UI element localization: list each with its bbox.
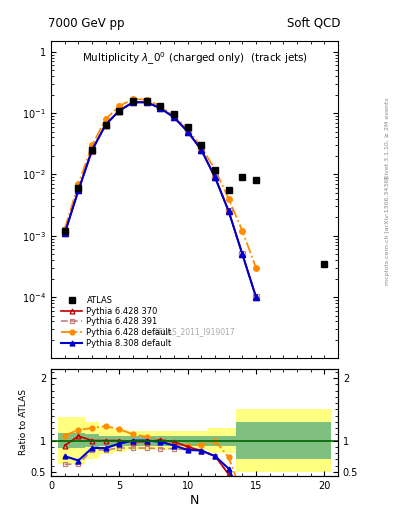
ATLAS [76,185,81,191]
Pythia 6.428 default [185,126,190,132]
Text: Multiplicity $\lambda\_0^0$ (charged only)  (track jets): Multiplicity $\lambda\_0^0$ (charged onl… [81,51,308,67]
Pythia 6.428 370 [213,174,217,180]
Pythia 6.428 370 [240,251,245,257]
Pythia 6.428 370 [172,114,176,120]
Pythia 6.428 391 [240,251,245,257]
Pythia 6.428 391 [117,108,122,114]
Legend: ATLAS, Pythia 6.428 370, Pythia 6.428 391, Pythia 6.428 default, Pythia 8.308 de: ATLAS, Pythia 6.428 370, Pythia 6.428 39… [58,293,175,351]
Line: Pythia 6.428 default: Pythia 6.428 default [62,96,259,270]
Pythia 6.428 default [213,166,217,173]
Y-axis label: Ratio to ATLAS: Ratio to ATLAS [19,390,28,455]
Pythia 6.428 default [172,113,176,119]
Pythia 8.308 default [131,99,136,105]
Pythia 8.308 default [103,121,108,127]
Line: ATLAS: ATLAS [62,98,327,267]
Pythia 6.428 391 [199,147,204,153]
Pythia 8.308 default [240,251,245,257]
Pythia 6.428 default [62,226,67,232]
ATLAS [226,187,231,194]
Pythia 8.308 default [185,129,190,135]
Pythia 6.428 391 [172,114,176,120]
ATLAS [199,142,204,148]
ATLAS [253,177,258,183]
Pythia 8.308 default [213,174,217,180]
Pythia 6.428 391 [213,174,217,180]
Pythia 6.428 default [90,142,94,148]
Pythia 6.428 370 [158,105,163,111]
Pythia 8.308 default [117,108,122,114]
Pythia 6.428 default [199,144,204,150]
Pythia 6.428 391 [76,187,81,194]
Pythia 6.428 370 [185,129,190,135]
Pythia 6.428 391 [90,148,94,154]
Pythia 6.428 391 [226,208,231,215]
Pythia 6.428 370 [90,147,94,153]
Pythia 8.308 default [199,147,204,153]
ATLAS [117,108,122,114]
Pythia 6.428 391 [131,99,136,105]
Pythia 6.428 370 [62,230,67,236]
Pythia 6.428 391 [185,129,190,135]
Pythia 6.428 default [144,97,149,103]
Pythia 6.428 default [226,196,231,202]
ATLAS [90,147,94,153]
Pythia 6.428 default [117,103,122,109]
ATLAS [158,103,163,109]
Pythia 6.428 default [253,265,258,271]
Pythia 8.308 default [172,114,176,120]
Pythia 6.428 370 [131,99,136,105]
ATLAS [103,121,108,127]
Pythia 8.308 default [144,99,149,105]
Pythia 6.428 391 [158,105,163,111]
ATLAS [172,112,176,118]
Pythia 6.428 370 [144,99,149,105]
ATLAS [62,228,67,234]
Pythia 6.428 370 [103,121,108,127]
Pythia 6.428 default [131,96,136,102]
Pythia 6.428 370 [76,187,81,194]
Text: 7000 GeV pp: 7000 GeV pp [48,17,125,30]
ATLAS [144,98,149,104]
X-axis label: N: N [190,494,199,507]
Pythia 6.428 370 [199,147,204,153]
Pythia 6.428 default [158,103,163,109]
Line: Pythia 6.428 370: Pythia 6.428 370 [62,99,259,300]
Text: Rivet 3.1.10, ≥ 2M events: Rivet 3.1.10, ≥ 2M events [385,97,389,179]
ATLAS [131,98,136,104]
ATLAS [322,261,327,267]
Text: mcplots.cern.ch [arXiv:1306.3436]: mcplots.cern.ch [arXiv:1306.3436] [385,176,389,285]
ATLAS [213,166,217,173]
Pythia 8.308 default [226,208,231,215]
Pythia 6.428 370 [226,208,231,215]
Pythia 8.308 default [76,187,81,194]
ATLAS [240,174,245,180]
ATLAS [185,123,190,130]
Line: Pythia 6.428 391: Pythia 6.428 391 [62,99,259,300]
Pythia 6.428 391 [144,99,149,105]
Pythia 6.428 391 [253,294,258,300]
Pythia 8.308 default [90,147,94,153]
Pythia 6.428 391 [103,121,108,127]
Line: Pythia 8.308 default: Pythia 8.308 default [62,99,259,300]
Pythia 8.308 default [253,294,258,300]
Pythia 6.428 391 [62,230,67,236]
Pythia 6.428 default [103,116,108,122]
Text: ATLAS_2011_I919017: ATLAS_2011_I919017 [154,327,235,336]
Pythia 8.308 default [158,105,163,111]
Pythia 6.428 default [240,228,245,234]
Pythia 6.428 370 [117,108,122,114]
Pythia 6.428 default [76,181,81,187]
Text: Soft QCD: Soft QCD [287,17,341,30]
Pythia 8.308 default [62,230,67,236]
Pythia 6.428 370 [253,294,258,300]
